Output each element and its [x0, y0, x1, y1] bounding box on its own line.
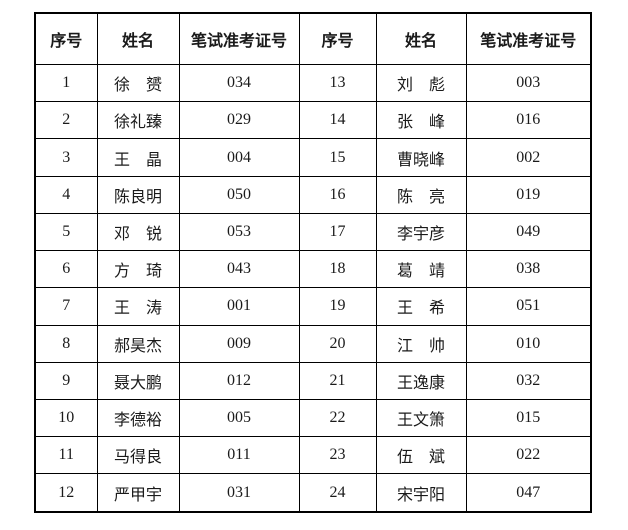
name-cell: 王文箫 [375, 398, 467, 438]
col-header-index: 序号 [34, 12, 98, 65]
ticket-cell: 003 [465, 63, 592, 103]
ticket-cell: 004 [178, 138, 300, 177]
ticket-cell: 009 [178, 324, 300, 363]
table-row: 5 邓 锐 053 17 李宇彦 049 [34, 212, 592, 252]
name-cell: 刘 彪 [375, 63, 467, 103]
index-cell: 18 [298, 250, 377, 289]
index-cell: 5 [34, 212, 98, 252]
exam-roster-table: 序号 姓名 笔试准考证号 序号 姓名 笔试准考证号 1 徐 赟 034 13 刘… [34, 12, 592, 513]
ticket-cell: 001 [178, 287, 300, 326]
index-cell: 10 [34, 398, 98, 438]
name-cell: 徐 赟 [96, 63, 180, 103]
ticket-cell: 038 [465, 250, 592, 289]
index-cell: 17 [298, 212, 377, 252]
ticket-cell: 029 [178, 101, 300, 140]
ticket-cell: 050 [178, 175, 300, 214]
index-cell: 6 [34, 250, 98, 289]
col-header-ticket: 笔试准考证号 [178, 12, 300, 65]
table-row: 2 徐礼臻 029 14 张 峰 016 [34, 101, 592, 140]
name-cell: 张 峰 [375, 101, 467, 140]
name-cell: 宋宇阳 [375, 473, 467, 513]
table-row: 10 李德裕 005 22 王文箫 015 [34, 398, 592, 438]
ticket-cell: 031 [178, 473, 300, 513]
ticket-cell: 016 [465, 101, 592, 140]
index-cell: 19 [298, 287, 377, 326]
name-cell: 葛 靖 [375, 250, 467, 289]
index-cell: 7 [34, 287, 98, 326]
name-cell: 王逸康 [375, 361, 467, 400]
table-row: 4 陈良明 050 16 陈 亮 019 [34, 175, 592, 214]
index-cell: 12 [34, 473, 98, 513]
name-cell: 江 帅 [375, 324, 467, 363]
index-cell: 4 [34, 175, 98, 214]
ticket-cell: 002 [465, 138, 592, 177]
table-row: 8 郝昊杰 009 20 江 帅 010 [34, 324, 592, 363]
ticket-cell: 047 [465, 473, 592, 513]
name-cell: 伍 斌 [375, 436, 467, 475]
ticket-cell: 011 [178, 436, 300, 475]
name-cell: 曹晓峰 [375, 138, 467, 177]
table-row: 1 徐 赟 034 13 刘 彪 003 [34, 63, 592, 103]
index-cell: 3 [34, 138, 98, 177]
table-row: 11 马得良 011 23 伍 斌 022 [34, 436, 592, 475]
name-cell: 陈 亮 [375, 175, 467, 214]
ticket-cell: 005 [178, 398, 300, 438]
name-cell: 李德裕 [96, 398, 180, 438]
index-cell: 22 [298, 398, 377, 438]
table-row: 3 王 晶 004 15 曹晓峰 002 [34, 138, 592, 177]
index-cell: 15 [298, 138, 377, 177]
index-cell: 13 [298, 63, 377, 103]
name-cell: 王 希 [375, 287, 467, 326]
ticket-cell: 032 [465, 361, 592, 400]
ticket-cell: 015 [465, 398, 592, 438]
ticket-cell: 043 [178, 250, 300, 289]
index-cell: 21 [298, 361, 377, 400]
ticket-cell: 022 [465, 436, 592, 475]
index-cell: 24 [298, 473, 377, 513]
index-cell: 20 [298, 324, 377, 363]
index-cell: 8 [34, 324, 98, 363]
col-header-ticket: 笔试准考证号 [465, 12, 592, 65]
col-header-name: 姓名 [96, 12, 180, 65]
table-row: 6 方 琦 043 18 葛 靖 038 [34, 250, 592, 289]
name-cell: 王 晶 [96, 138, 180, 177]
name-cell: 徐礼臻 [96, 101, 180, 140]
name-cell: 郝昊杰 [96, 324, 180, 363]
table-row: 9 聂大鹏 012 21 王逸康 032 [34, 361, 592, 400]
name-cell: 陈良明 [96, 175, 180, 214]
name-cell: 邓 锐 [96, 212, 180, 252]
name-cell: 李宇彦 [375, 212, 467, 252]
ticket-cell: 053 [178, 212, 300, 252]
name-cell: 方 琦 [96, 250, 180, 289]
name-cell: 王 涛 [96, 287, 180, 326]
index-cell: 9 [34, 361, 98, 400]
index-cell: 11 [34, 436, 98, 475]
index-cell: 23 [298, 436, 377, 475]
ticket-cell: 051 [465, 287, 592, 326]
table-row: 7 王 涛 001 19 王 希 051 [34, 287, 592, 326]
name-cell: 聂大鹏 [96, 361, 180, 400]
table-row: 12 严甲宇 031 24 宋宇阳 047 [34, 473, 592, 513]
header-row: 序号 姓名 笔试准考证号 序号 姓名 笔试准考证号 [34, 12, 592, 65]
index-cell: 16 [298, 175, 377, 214]
name-cell: 严甲宇 [96, 473, 180, 513]
ticket-cell: 019 [465, 175, 592, 214]
index-cell: 2 [34, 101, 98, 140]
ticket-cell: 012 [178, 361, 300, 400]
name-cell: 马得良 [96, 436, 180, 475]
ticket-cell: 010 [465, 324, 592, 363]
ticket-cell: 049 [465, 212, 592, 252]
index-cell: 14 [298, 101, 377, 140]
ticket-cell: 034 [178, 63, 300, 103]
col-header-index: 序号 [298, 12, 377, 65]
col-header-name: 姓名 [375, 12, 467, 65]
index-cell: 1 [34, 63, 98, 103]
